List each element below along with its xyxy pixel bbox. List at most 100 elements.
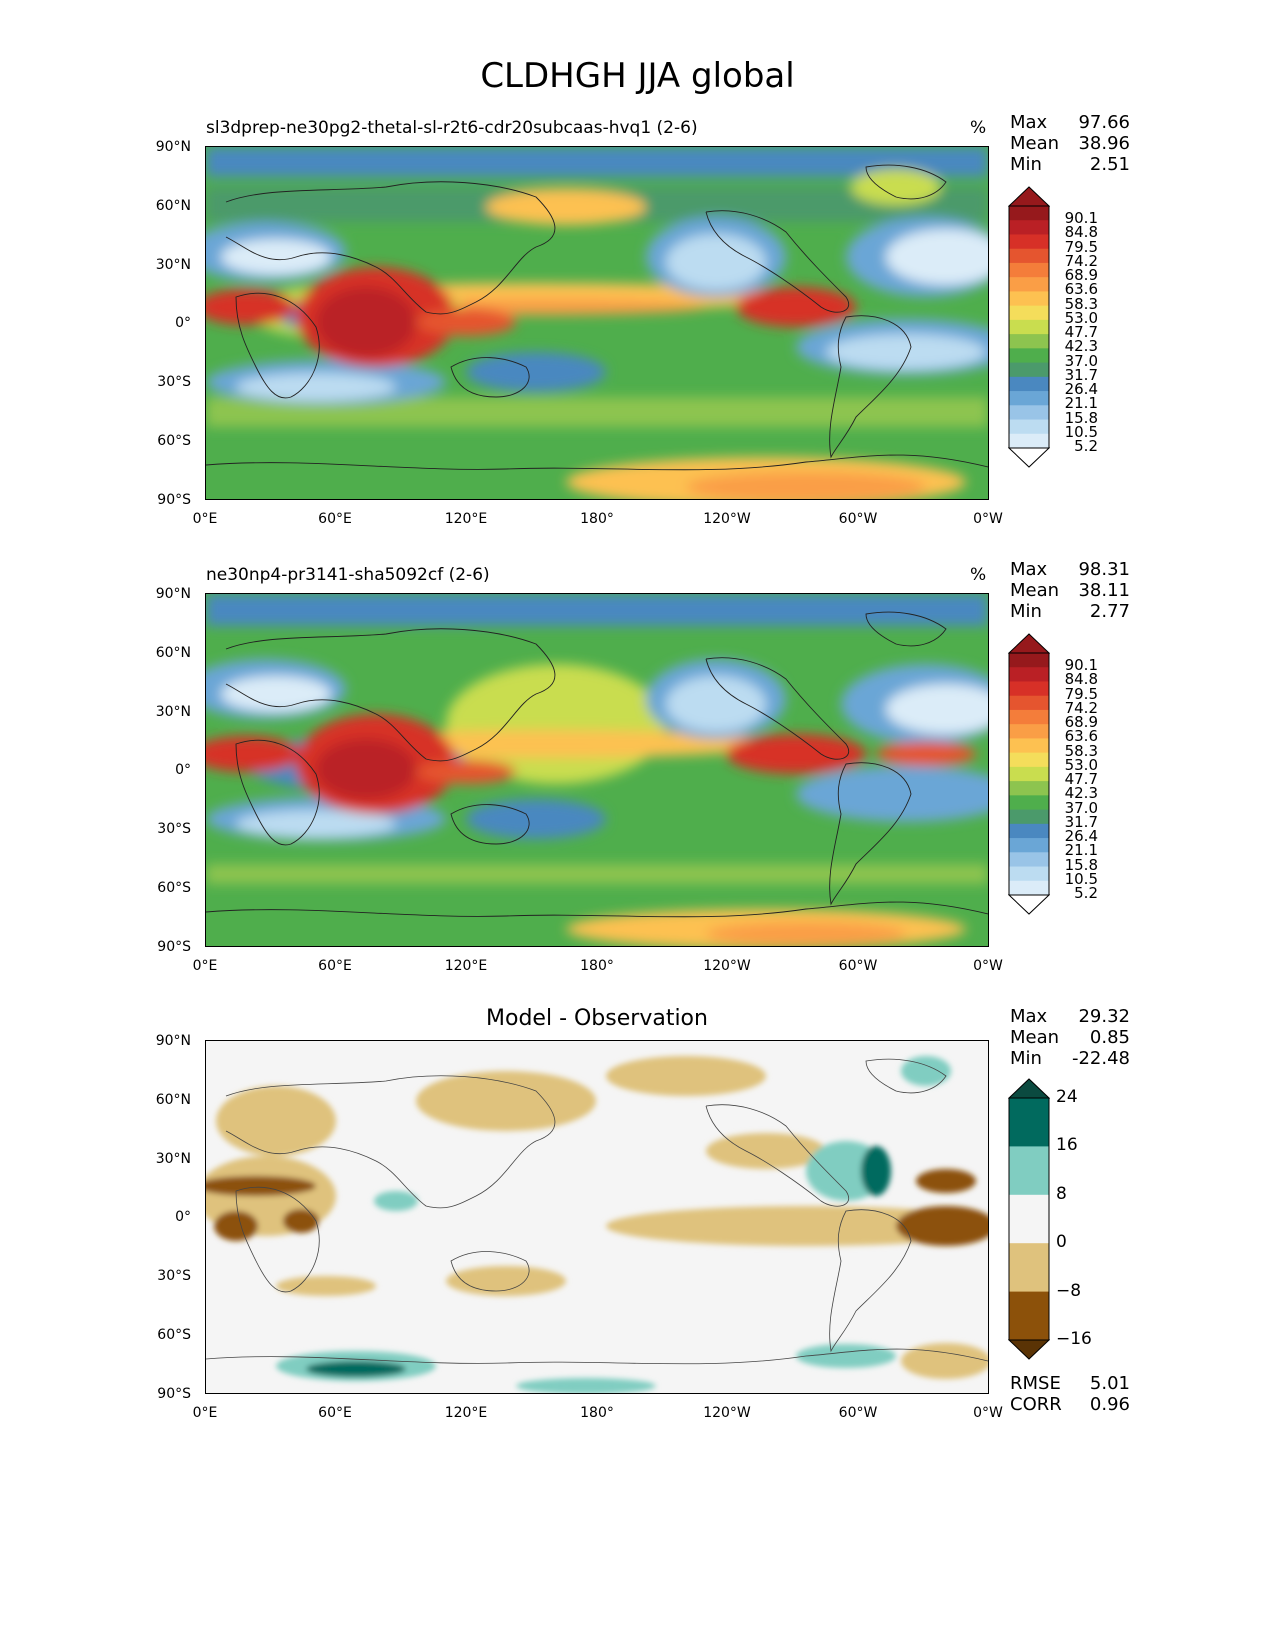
colorbar-segment bbox=[1009, 305, 1049, 321]
colorbar-extend-top bbox=[1008, 186, 1050, 207]
panel1-xtick-60w: 60°W bbox=[838, 511, 878, 527]
panel3-max-label: Max bbox=[1010, 1006, 1048, 1027]
colorbar-segment bbox=[1009, 709, 1049, 725]
panel1-ytick-90s: 90°S bbox=[157, 492, 191, 508]
colorbar-level-label: 79.5 bbox=[1064, 684, 1098, 703]
panel1-xtick-180: 180° bbox=[580, 511, 614, 527]
colorbar-outline bbox=[1008, 652, 1050, 896]
coastline-outline bbox=[206, 1058, 988, 1365]
colorbar-extend-top bbox=[1008, 1078, 1050, 1099]
colorbar-level-label: 79.5 bbox=[1064, 237, 1098, 256]
colorbar-extend-bottom bbox=[1008, 447, 1050, 468]
colorbar-segment bbox=[1009, 752, 1049, 768]
panel3-ytick-60s: 60°S bbox=[157, 1327, 191, 1343]
colorbar-level-label: 26.4 bbox=[1064, 380, 1098, 399]
panel3-title: Model - Observation bbox=[486, 1006, 708, 1031]
colorbar-level-label: 74.2 bbox=[1064, 251, 1098, 270]
panel2-xtick-120w: 120°W bbox=[703, 958, 751, 974]
colorbar-level-label: 37.0 bbox=[1064, 351, 1098, 370]
colorbar-level-label: 15.8 bbox=[1064, 855, 1098, 874]
colorbar-level-label: 68.9 bbox=[1064, 713, 1098, 732]
panel3-map bbox=[205, 1040, 989, 1394]
colorbar-level-label: 5.2 bbox=[1074, 437, 1098, 455]
colorbar-outline bbox=[1008, 1097, 1050, 1341]
panel1-xtick-120e: 120°E bbox=[444, 511, 488, 527]
colorbar-segment bbox=[1009, 334, 1049, 349]
panel2-map bbox=[205, 593, 989, 947]
panel2-xtick-60w: 60°W bbox=[838, 958, 878, 974]
colorbar-segment bbox=[1009, 1243, 1049, 1293]
colorbar-level-label: 58.3 bbox=[1064, 741, 1098, 760]
colorbar-extend-bottom bbox=[1008, 1339, 1050, 1360]
panel2-ytick-60s: 60°S bbox=[157, 880, 191, 896]
colorbar-extend-top bbox=[1008, 633, 1050, 654]
colorbar-level-label: 58.3 bbox=[1064, 294, 1098, 313]
colorbar-segment bbox=[1009, 419, 1049, 435]
panel3-ytick-60n: 60°N bbox=[155, 1092, 191, 1108]
colorbar-segment bbox=[1009, 1291, 1049, 1341]
colorbar-level-label: 31.7 bbox=[1064, 365, 1098, 384]
colorbar-segment bbox=[1009, 653, 1049, 668]
colorbar-segment bbox=[1009, 248, 1049, 264]
panel2-ytick-90n: 90°N bbox=[155, 586, 191, 602]
colorbar-segment bbox=[1009, 866, 1049, 882]
panel3-stats: Max 29.32 Mean 0.85 Min -22.48 bbox=[1010, 1006, 1130, 1072]
colorbar-segment bbox=[1009, 262, 1049, 278]
colorbar-level-label: 68.9 bbox=[1064, 266, 1098, 285]
colorbar-segment bbox=[1009, 880, 1049, 896]
colorbar-segment bbox=[1009, 695, 1049, 711]
colorbar-segment bbox=[1009, 823, 1049, 839]
colorbar-level-label: 10.5 bbox=[1064, 869, 1098, 888]
panel3-xtick-120e: 120°E bbox=[444, 1405, 488, 1421]
colorbar-segment bbox=[1009, 766, 1049, 782]
panel2-title: ne30np4-pr3141-sha5092cf (2-6) bbox=[206, 565, 490, 585]
panel2-field bbox=[206, 594, 988, 946]
panel2-ytick-0: 0° bbox=[175, 762, 191, 778]
colorbar-segment bbox=[1009, 291, 1049, 307]
panel1-colorbar bbox=[1008, 186, 1050, 468]
colorbar-segment bbox=[1009, 1146, 1049, 1196]
panel3-rmse-value: 5.01 bbox=[1089, 1373, 1130, 1394]
colorbar-level-label: 84.8 bbox=[1064, 223, 1098, 242]
panel3-ytick-0: 0° bbox=[175, 1209, 191, 1225]
panel3-xtick-120w: 120°W bbox=[703, 1405, 751, 1421]
colorbar-segment bbox=[1009, 809, 1049, 825]
panel2-units: % bbox=[970, 565, 987, 585]
figure-title: CLDHGH JJA global bbox=[480, 56, 795, 96]
panel3-mean-label: Mean bbox=[1010, 1027, 1060, 1048]
panel1-xtick-120w: 120°W bbox=[703, 511, 751, 527]
colorbar-level-label: 37.0 bbox=[1064, 798, 1098, 817]
panel1-xtick-0e: 0°E bbox=[192, 511, 218, 527]
panel3-min-label: Min bbox=[1010, 1048, 1042, 1069]
colorbar-segment bbox=[1009, 838, 1049, 853]
colorbar-segment bbox=[1009, 1194, 1049, 1244]
colorbar-level-label: 15.8 bbox=[1064, 408, 1098, 427]
colorbar-level-label: 84.8 bbox=[1064, 670, 1098, 689]
coastline-outline bbox=[206, 611, 988, 918]
panel3-ytick-90s: 90°S bbox=[157, 1386, 191, 1402]
colorbar-segment bbox=[1009, 781, 1049, 796]
panel2-xtick-0w: 0°W bbox=[973, 958, 1003, 974]
panel3-xtick-60w: 60°W bbox=[838, 1405, 878, 1421]
colorbar-outline bbox=[1008, 205, 1050, 449]
colorbar-segment bbox=[1009, 234, 1049, 250]
panel1-max-value: 97.66 bbox=[1078, 112, 1130, 133]
colorbar-level-label: 42.3 bbox=[1064, 337, 1098, 356]
panel2-min-label: Min bbox=[1010, 601, 1042, 622]
colorbar-segment bbox=[1009, 681, 1049, 697]
panel2-ytick-90s: 90°S bbox=[157, 939, 191, 955]
panel1-mean-value: 38.96 bbox=[1078, 133, 1130, 154]
panel3-xtick-60e: 60°E bbox=[318, 1405, 352, 1421]
panel3-colorbar bbox=[1008, 1078, 1050, 1360]
panel1-min-value: 2.51 bbox=[1089, 154, 1130, 175]
panel2-max-label: Max bbox=[1010, 559, 1048, 580]
colorbar-level-label: −8 bbox=[1056, 1280, 1082, 1301]
panel1-stats: Max 97.66 Mean 38.96 Min 2.51 bbox=[1010, 112, 1130, 178]
colorbar-level-label: 16 bbox=[1056, 1135, 1078, 1156]
colorbar-segment bbox=[1009, 724, 1049, 739]
panel3-field bbox=[206, 1041, 988, 1393]
colorbar-level-label: 5.2 bbox=[1074, 884, 1098, 902]
colorbar-segment bbox=[1009, 220, 1049, 235]
panel1-units: % bbox=[970, 118, 987, 138]
panel3-corr-label: CORR bbox=[1010, 1394, 1062, 1415]
